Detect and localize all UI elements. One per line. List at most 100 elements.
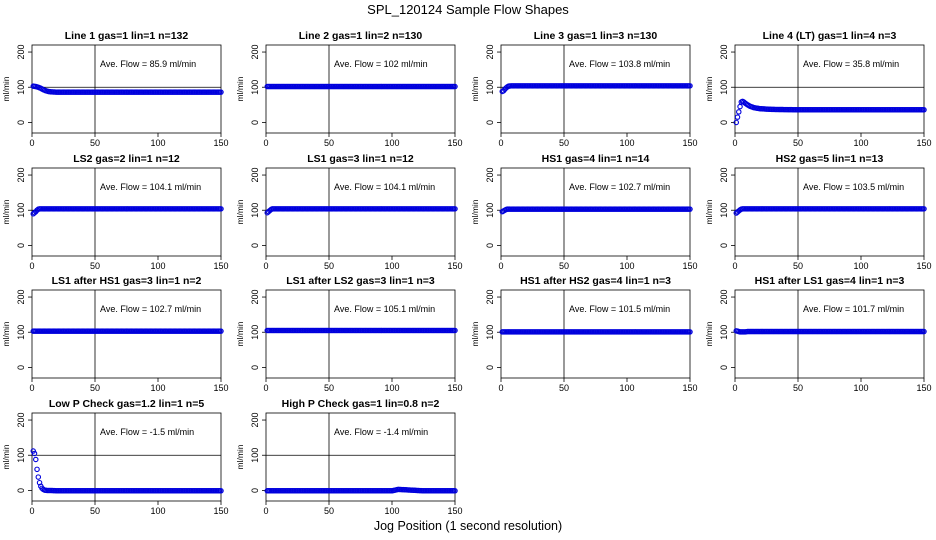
panel-4-data-point — [736, 109, 742, 115]
panel-9-y-tick-label: 0 — [16, 365, 26, 370]
panel-12-data-point — [921, 328, 927, 335]
panel-1-title: Line 1 gas=1 lin=1 n=132 — [65, 30, 189, 42]
panel-10-annotation: Ave. Flow = 105.1 ml/min — [334, 304, 435, 314]
panel-14-y-tick-label: 0 — [250, 488, 260, 493]
panel-10-y-axis-label: ml/min — [235, 321, 245, 346]
panel-13-x-tick-label: 50 — [90, 506, 100, 516]
panel-6-x-tick-label: 0 — [263, 261, 268, 271]
panel-1-x-tick-label: 0 — [29, 138, 34, 148]
panel-12-x-tick-label: 150 — [916, 383, 931, 393]
panel-10-title: LS1 after LS2 gas=3 lin=1 n=3 — [286, 275, 435, 287]
panel-13-y-axis-label: ml/min — [1, 444, 11, 469]
panel-5-annotation: Ave. Flow = 104.1 ml/min — [100, 182, 201, 192]
panel-3-y-tick-label: 0 — [485, 120, 495, 125]
panel-6-x-tick-label: 50 — [324, 261, 334, 271]
panel-10-y-tick-label: 100 — [250, 325, 260, 340]
panel-9-y-tick-label: 200 — [16, 290, 26, 305]
panel-3-y-tick-label: 100 — [485, 80, 495, 95]
figure-x-axis-label: Jog Position (1 second resolution) — [373, 519, 563, 533]
panel-6-title: LS1 gas=3 lin=1 n=12 — [307, 153, 414, 165]
panel-9-plot-frame — [31, 289, 222, 379]
panel-11-data-point — [687, 329, 693, 335]
panel-6-y-tick-label: 100 — [250, 203, 260, 218]
panel-14-x-tick-label: 0 — [263, 506, 268, 516]
panel-9-x-tick-label: 100 — [150, 383, 165, 393]
panel-12-y-tick-label: 0 — [719, 365, 729, 370]
panel-3-y-tick-label: 200 — [485, 45, 495, 60]
panel-4-data-point — [733, 119, 740, 126]
panel-14-data-point — [452, 488, 458, 494]
panel-3-data-point — [687, 83, 693, 89]
panel-3-x-tick-label: 100 — [619, 138, 634, 148]
panel-2-y-tick-label: 100 — [250, 80, 260, 95]
panel-2-y-tick-label: 0 — [250, 120, 260, 125]
panel-8-annotation: Ave. Flow = 103.5 ml/min — [803, 182, 904, 192]
panel-11-y-tick-label: 100 — [485, 325, 495, 340]
panel-4-x-tick-label: 150 — [916, 138, 931, 148]
panel-9-annotation: Ave. Flow = 102.7 ml/min — [100, 304, 201, 314]
panel-10-x-tick-label: 0 — [263, 383, 268, 393]
panel-11-x-tick-label: 50 — [559, 383, 569, 393]
panel-5-title: LS2 gas=2 lin=1 n=12 — [73, 153, 180, 165]
panel-3-annotation: Ave. Flow = 103.8 ml/min — [569, 59, 670, 69]
panel-5-x-tick-label: 150 — [213, 261, 228, 271]
panel-14-x-tick-label: 150 — [447, 506, 462, 516]
panel-7-annotation: Ave. Flow = 102.7 ml/min — [569, 182, 670, 192]
panel-13-x-tick-label: 0 — [29, 506, 34, 516]
panel-13-plot-frame — [31, 412, 222, 502]
panel-2-x-tick-label: 100 — [384, 138, 399, 148]
panel-14-y-tick-label: 200 — [250, 413, 260, 428]
panel-5-data-point — [218, 206, 224, 212]
panel-7-data-point — [687, 206, 693, 212]
panel-14-title: High P Check gas=1 lin=0.8 n=2 — [282, 398, 440, 410]
panel-12-y-tick-label: 200 — [719, 290, 729, 305]
panel-1-x-tick-label: 50 — [90, 138, 100, 148]
panel-6-y-axis-label: ml/min — [235, 199, 245, 224]
panel-2-data-point — [452, 83, 458, 90]
panel-7-y-tick-label: 200 — [485, 168, 495, 183]
panel-9-y-axis-label: ml/min — [1, 321, 11, 346]
panel-13-annotation: Ave. Flow = -1.5 ml/min — [100, 427, 194, 437]
panel-3-title: Line 3 gas=1 lin=3 n=130 — [534, 30, 658, 42]
panel-14-x-tick-label: 50 — [324, 506, 334, 516]
panel-11-y-tick-label: 200 — [485, 290, 495, 305]
panel-9-x-tick-label: 150 — [213, 383, 228, 393]
panel-14-y-axis-label: ml/min — [235, 444, 245, 469]
panel-10-y-tick-label: 200 — [250, 290, 260, 305]
panel-7-x-tick-label: 50 — [559, 261, 569, 271]
panel-1-y-axis-label: ml/min — [1, 76, 11, 101]
panel-4-annotation: Ave. Flow = 35.8 ml/min — [803, 59, 899, 69]
panel-8-title: HS2 gas=5 lin=1 n=13 — [776, 153, 884, 165]
panel-10-plot-frame — [265, 289, 456, 379]
panel-7-y-tick-label: 100 — [485, 203, 495, 218]
panel-12-y-tick-label: 100 — [719, 325, 729, 340]
panel-7-x-tick-label: 100 — [619, 261, 634, 271]
panel-2-y-tick-label: 200 — [250, 45, 260, 60]
panel-11-annotation: Ave. Flow = 101.5 ml/min — [569, 304, 670, 314]
panel-14-annotation: Ave. Flow = -1.4 ml/min — [334, 427, 428, 437]
panel-1-annotation: Ave. Flow = 85.9 ml/min — [100, 59, 196, 69]
panel-9-title: LS1 after HS1 gas=3 lin=1 n=2 — [52, 275, 202, 287]
panel-4-y-tick-label: 100 — [719, 80, 729, 95]
panel-13-x-tick-label: 150 — [213, 506, 228, 516]
panel-5-x-tick-label: 100 — [150, 261, 165, 271]
panel-2-title: Line 2 gas=1 lin=2 n=130 — [299, 30, 423, 42]
panel-4-data-point — [734, 114, 741, 120]
panel-3-plot-frame — [500, 44, 691, 134]
panel-9-x-tick-label: 0 — [29, 383, 34, 393]
panel-3-x-tick-label: 50 — [559, 138, 569, 148]
panel-1-y-tick-label: 100 — [16, 80, 26, 95]
panel-14-y-tick-label: 100 — [250, 448, 260, 463]
panel-5-y-axis-label: ml/min — [1, 199, 11, 224]
panel-10-y-tick-label: 0 — [250, 365, 260, 370]
panel-12-x-tick-label: 100 — [853, 383, 868, 393]
panel-5-y-tick-label: 0 — [16, 243, 26, 248]
panel-8-data-point — [921, 206, 927, 212]
panel-5-y-tick-label: 200 — [16, 168, 26, 183]
panel-3-y-axis-label: ml/min — [470, 76, 480, 101]
panel-11-y-axis-label: ml/min — [470, 321, 480, 346]
panel-11-x-tick-label: 100 — [619, 383, 634, 393]
panel-14-plot-frame — [265, 412, 456, 502]
panel-9-data-point — [218, 328, 224, 334]
